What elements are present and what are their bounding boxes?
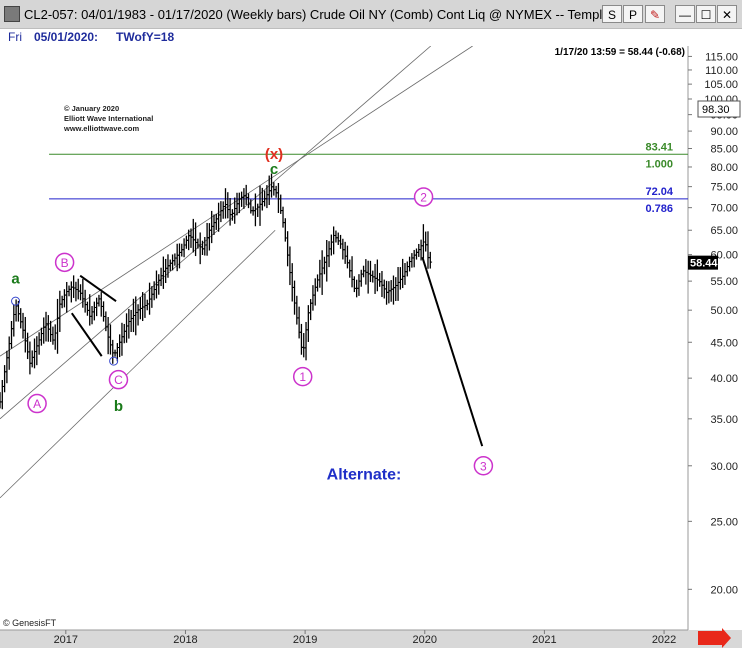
y-tick-label: 40.00: [710, 373, 738, 385]
s-button[interactable]: S: [602, 5, 622, 23]
window-title: CL2-057: 04/01/1983 - 01/17/2020 (Weekly…: [24, 7, 610, 22]
pivot-marker: [109, 356, 119, 366]
y-tick-label: 110.00: [705, 65, 738, 77]
y-tick-label: 80.00: [710, 162, 738, 174]
channel-line: [0, 46, 473, 357]
window-title-bar: CL2-057: 04/01/1983 - 01/17/2020 (Weekly…: [0, 0, 742, 29]
copyright-line-1: © January 2020: [64, 104, 119, 113]
channel-line: [0, 229, 276, 499]
scroll-right-arrow-icon[interactable]: [698, 628, 731, 648]
wave-label-circle: [27, 393, 47, 414]
p-button[interactable]: P: [623, 5, 643, 23]
y-tick-label: 65.00: [710, 225, 738, 237]
x-tick-label: 2020: [413, 634, 437, 646]
y-tick-label: 30.00: [710, 461, 738, 473]
x-tick-label: 2018: [173, 634, 197, 646]
fib-level-ratio: 0.786: [645, 203, 673, 215]
price-axis: [688, 46, 742, 630]
footer-credit: © GenesisFT: [3, 618, 57, 628]
y-tick-label: 75.00: [710, 182, 738, 194]
wave-label: 3: [480, 459, 487, 473]
app-icon: [4, 6, 20, 22]
wave-label: (x): [265, 146, 283, 163]
chart-subheader: [0, 29, 742, 45]
fib-level-value: 83.41: [645, 141, 673, 153]
close-button[interactable]: ✕: [717, 5, 737, 23]
minimize-button[interactable]: —: [675, 5, 695, 23]
y-tick-label: 45.00: [710, 337, 738, 349]
wave-label: c: [270, 161, 278, 178]
y-tick-label: 35.00: [710, 414, 738, 426]
x-tick-label: 2017: [54, 634, 78, 646]
x-tick-label: 2021: [532, 634, 556, 646]
twofy-label: TWofY=18: [116, 30, 175, 44]
x-tick-label: 2019: [293, 634, 317, 646]
fib-level-ratio: 1.000: [645, 158, 673, 170]
pivot-marker: [11, 296, 21, 306]
wedge-line: [70, 312, 103, 357]
cursor-date: 05/01/2020:: [34, 30, 99, 44]
wave-label: 1: [299, 370, 306, 384]
y-tick-label: 55.00: [710, 276, 738, 288]
last-price-tag-text: 58.44: [690, 258, 718, 270]
wave-label: B: [61, 256, 69, 270]
y-tick-label: 105.00: [704, 79, 738, 91]
price-box[interactable]: [697, 100, 741, 118]
wave-3-projection-line: [421, 256, 484, 447]
y-tick-label: 85.00: [710, 144, 738, 156]
last-price-tag: [688, 255, 718, 270]
y-tick-label: 70.00: [710, 203, 738, 215]
edit-icon[interactable]: ✎: [645, 5, 665, 23]
maximize-button[interactable]: ☐: [696, 5, 716, 23]
wave-label: a: [11, 270, 20, 287]
wave-label: A: [33, 397, 41, 411]
time-axis: [0, 630, 742, 648]
wave-label: C: [114, 373, 123, 387]
wave-label-circle: [413, 187, 434, 207]
copyright-line-3: www.elliottwave.com: [63, 124, 139, 133]
last-bar-info: 1/17/20 13:59 = 58.44 (-0.68): [555, 47, 685, 58]
y-tick-label: 25.00: [710, 516, 738, 528]
x-tick-label: 2022: [652, 634, 676, 646]
channel-line: [0, 46, 432, 420]
wave-label-circle: [108, 369, 129, 390]
wave-label-circle: [54, 252, 75, 273]
fib-level-value: 72.04: [645, 186, 673, 198]
wave-label: 2: [420, 190, 427, 204]
y-tick-label: 50.00: [710, 305, 738, 317]
wedge-line: [79, 274, 117, 302]
alternate-label: Alternate:: [327, 466, 402, 483]
wave-label-circle: [473, 456, 494, 476]
copyright-line-2: Elliott Wave International: [64, 114, 153, 123]
wave-label-circle: [292, 366, 313, 387]
y-tick-label: 90.00: [710, 126, 738, 138]
y-tick-label: 115.00: [705, 51, 738, 63]
wave-label: b: [114, 398, 123, 415]
day-label: Fri: [8, 30, 22, 44]
price-box-value: 98.30: [702, 104, 730, 116]
y-tick-label: 20.00: [710, 584, 738, 596]
